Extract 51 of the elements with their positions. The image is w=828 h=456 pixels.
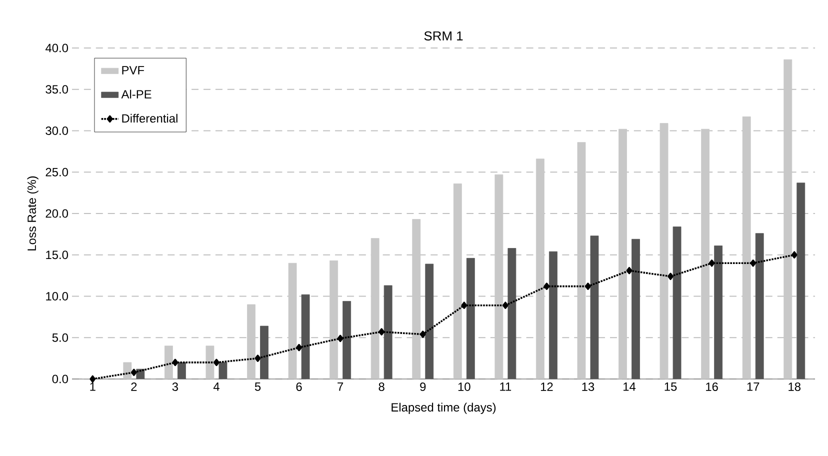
legend-label: Al-PE bbox=[121, 90, 152, 98]
x-tick-label: 5 bbox=[254, 382, 261, 391]
x-tick-label: 17 bbox=[747, 382, 760, 391]
point bbox=[130, 368, 137, 376]
point bbox=[90, 375, 96, 383]
point bbox=[668, 272, 674, 280]
x-tick-label: 11 bbox=[500, 382, 512, 391]
y-tick-label: 25.0 bbox=[46, 168, 68, 176]
y-tick-label: 35.0 bbox=[46, 85, 68, 94]
point bbox=[214, 358, 220, 366]
x-tick-label: 15 bbox=[664, 382, 677, 391]
x-tick-label: 18 bbox=[788, 382, 800, 391]
point bbox=[585, 282, 591, 290]
y-tick-label: 30.0 bbox=[46, 126, 68, 135]
x-tick-label: 6 bbox=[296, 382, 302, 391]
point bbox=[750, 260, 756, 267]
x-tick-label: 2 bbox=[131, 382, 137, 391]
x-tick-label: 12 bbox=[540, 382, 553, 391]
legend-label: PVF bbox=[122, 66, 144, 74]
y-tick-label: 15.0 bbox=[46, 250, 68, 260]
point bbox=[461, 302, 468, 309]
y-tick-label: 10.0 bbox=[46, 292, 68, 300]
point bbox=[378, 328, 385, 336]
point bbox=[502, 302, 508, 309]
x-tick-label: 13 bbox=[582, 382, 594, 391]
x-tick-label: 8 bbox=[378, 382, 384, 391]
point bbox=[337, 334, 344, 342]
legend-label: Differential bbox=[122, 114, 178, 123]
x-tick-label: 7 bbox=[338, 382, 344, 391]
point bbox=[791, 251, 798, 259]
x-tick-label: 9 bbox=[420, 382, 426, 391]
point bbox=[296, 344, 302, 352]
point bbox=[544, 282, 550, 290]
point bbox=[420, 330, 426, 338]
chart-title: SRM 1 bbox=[424, 31, 463, 40]
point bbox=[172, 358, 178, 366]
x-tick-label: 10 bbox=[458, 382, 470, 391]
y-tick-label: 5.0 bbox=[52, 333, 68, 342]
x-tick-label: 4 bbox=[213, 382, 220, 391]
x-tick-label: 16 bbox=[706, 382, 718, 391]
x-tick-label: 3 bbox=[172, 382, 178, 391]
point bbox=[626, 266, 632, 274]
point bbox=[708, 260, 715, 267]
y-tick-label: 0.0 bbox=[52, 374, 68, 384]
y-tick-label: 20.0 bbox=[46, 209, 68, 218]
y-axis-title: Loss Rate (%) bbox=[27, 176, 38, 250]
x-tick-label: 1 bbox=[90, 382, 96, 391]
x-tick-label: 14 bbox=[624, 382, 636, 391]
y-tick-label: 40.0 bbox=[45, 44, 68, 52]
point bbox=[254, 354, 261, 362]
x-axis-title: Elapsed time (days) bbox=[392, 402, 496, 414]
